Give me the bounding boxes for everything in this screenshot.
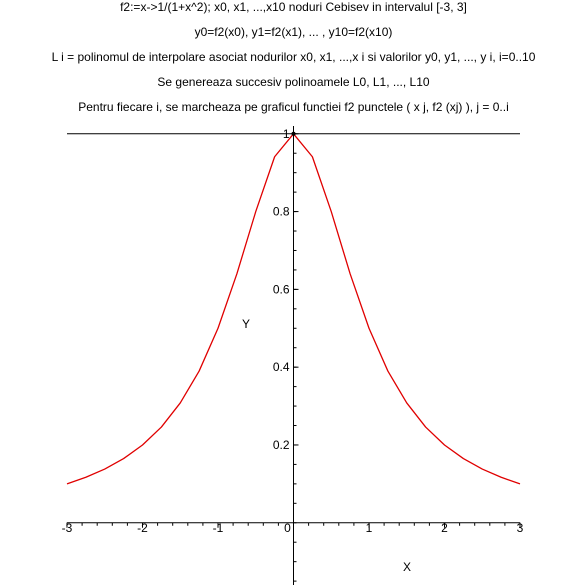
y-axis-label: Y <box>242 317 250 331</box>
y-tick-label: 0.8 <box>273 205 290 219</box>
y-tick-label: 0.2 <box>273 438 290 452</box>
x-axis-label: X <box>403 560 411 574</box>
caption-line-5: Pentru fiecare i, se marcheaza pe grafic… <box>78 100 509 114</box>
x-tick-label: 0 <box>284 521 291 535</box>
axes: -3 -2 -1 0 1 2 30.20.40.60.81 <box>62 126 524 585</box>
caption-line-1: f2:=x->1/(1+x^2); x0, x1, ...,x10 noduri… <box>120 0 467 14</box>
caption-line-2: y0=f2(x0), y1=f2(x1), ... , y10=f2(x10) <box>194 25 393 39</box>
x-tick-label: 1 <box>366 521 373 535</box>
x-tick-label: 3 <box>517 521 524 535</box>
x-tick-label: 2 <box>441 521 448 535</box>
x-tick-label: -3 <box>62 521 73 535</box>
y-tick-label: 0.6 <box>273 282 290 296</box>
data-point <box>291 131 296 136</box>
marked-points <box>291 131 296 136</box>
y-tick-label: 0.4 <box>273 360 290 374</box>
x-tick-label: -1 <box>213 521 224 535</box>
x-tick-label: -2 <box>137 521 148 535</box>
caption-line-3: L i = polinomul de interpolare asociat n… <box>51 50 536 64</box>
caption-line-4: Se genereaza succesiv polinoamele L0, L1… <box>157 75 430 89</box>
